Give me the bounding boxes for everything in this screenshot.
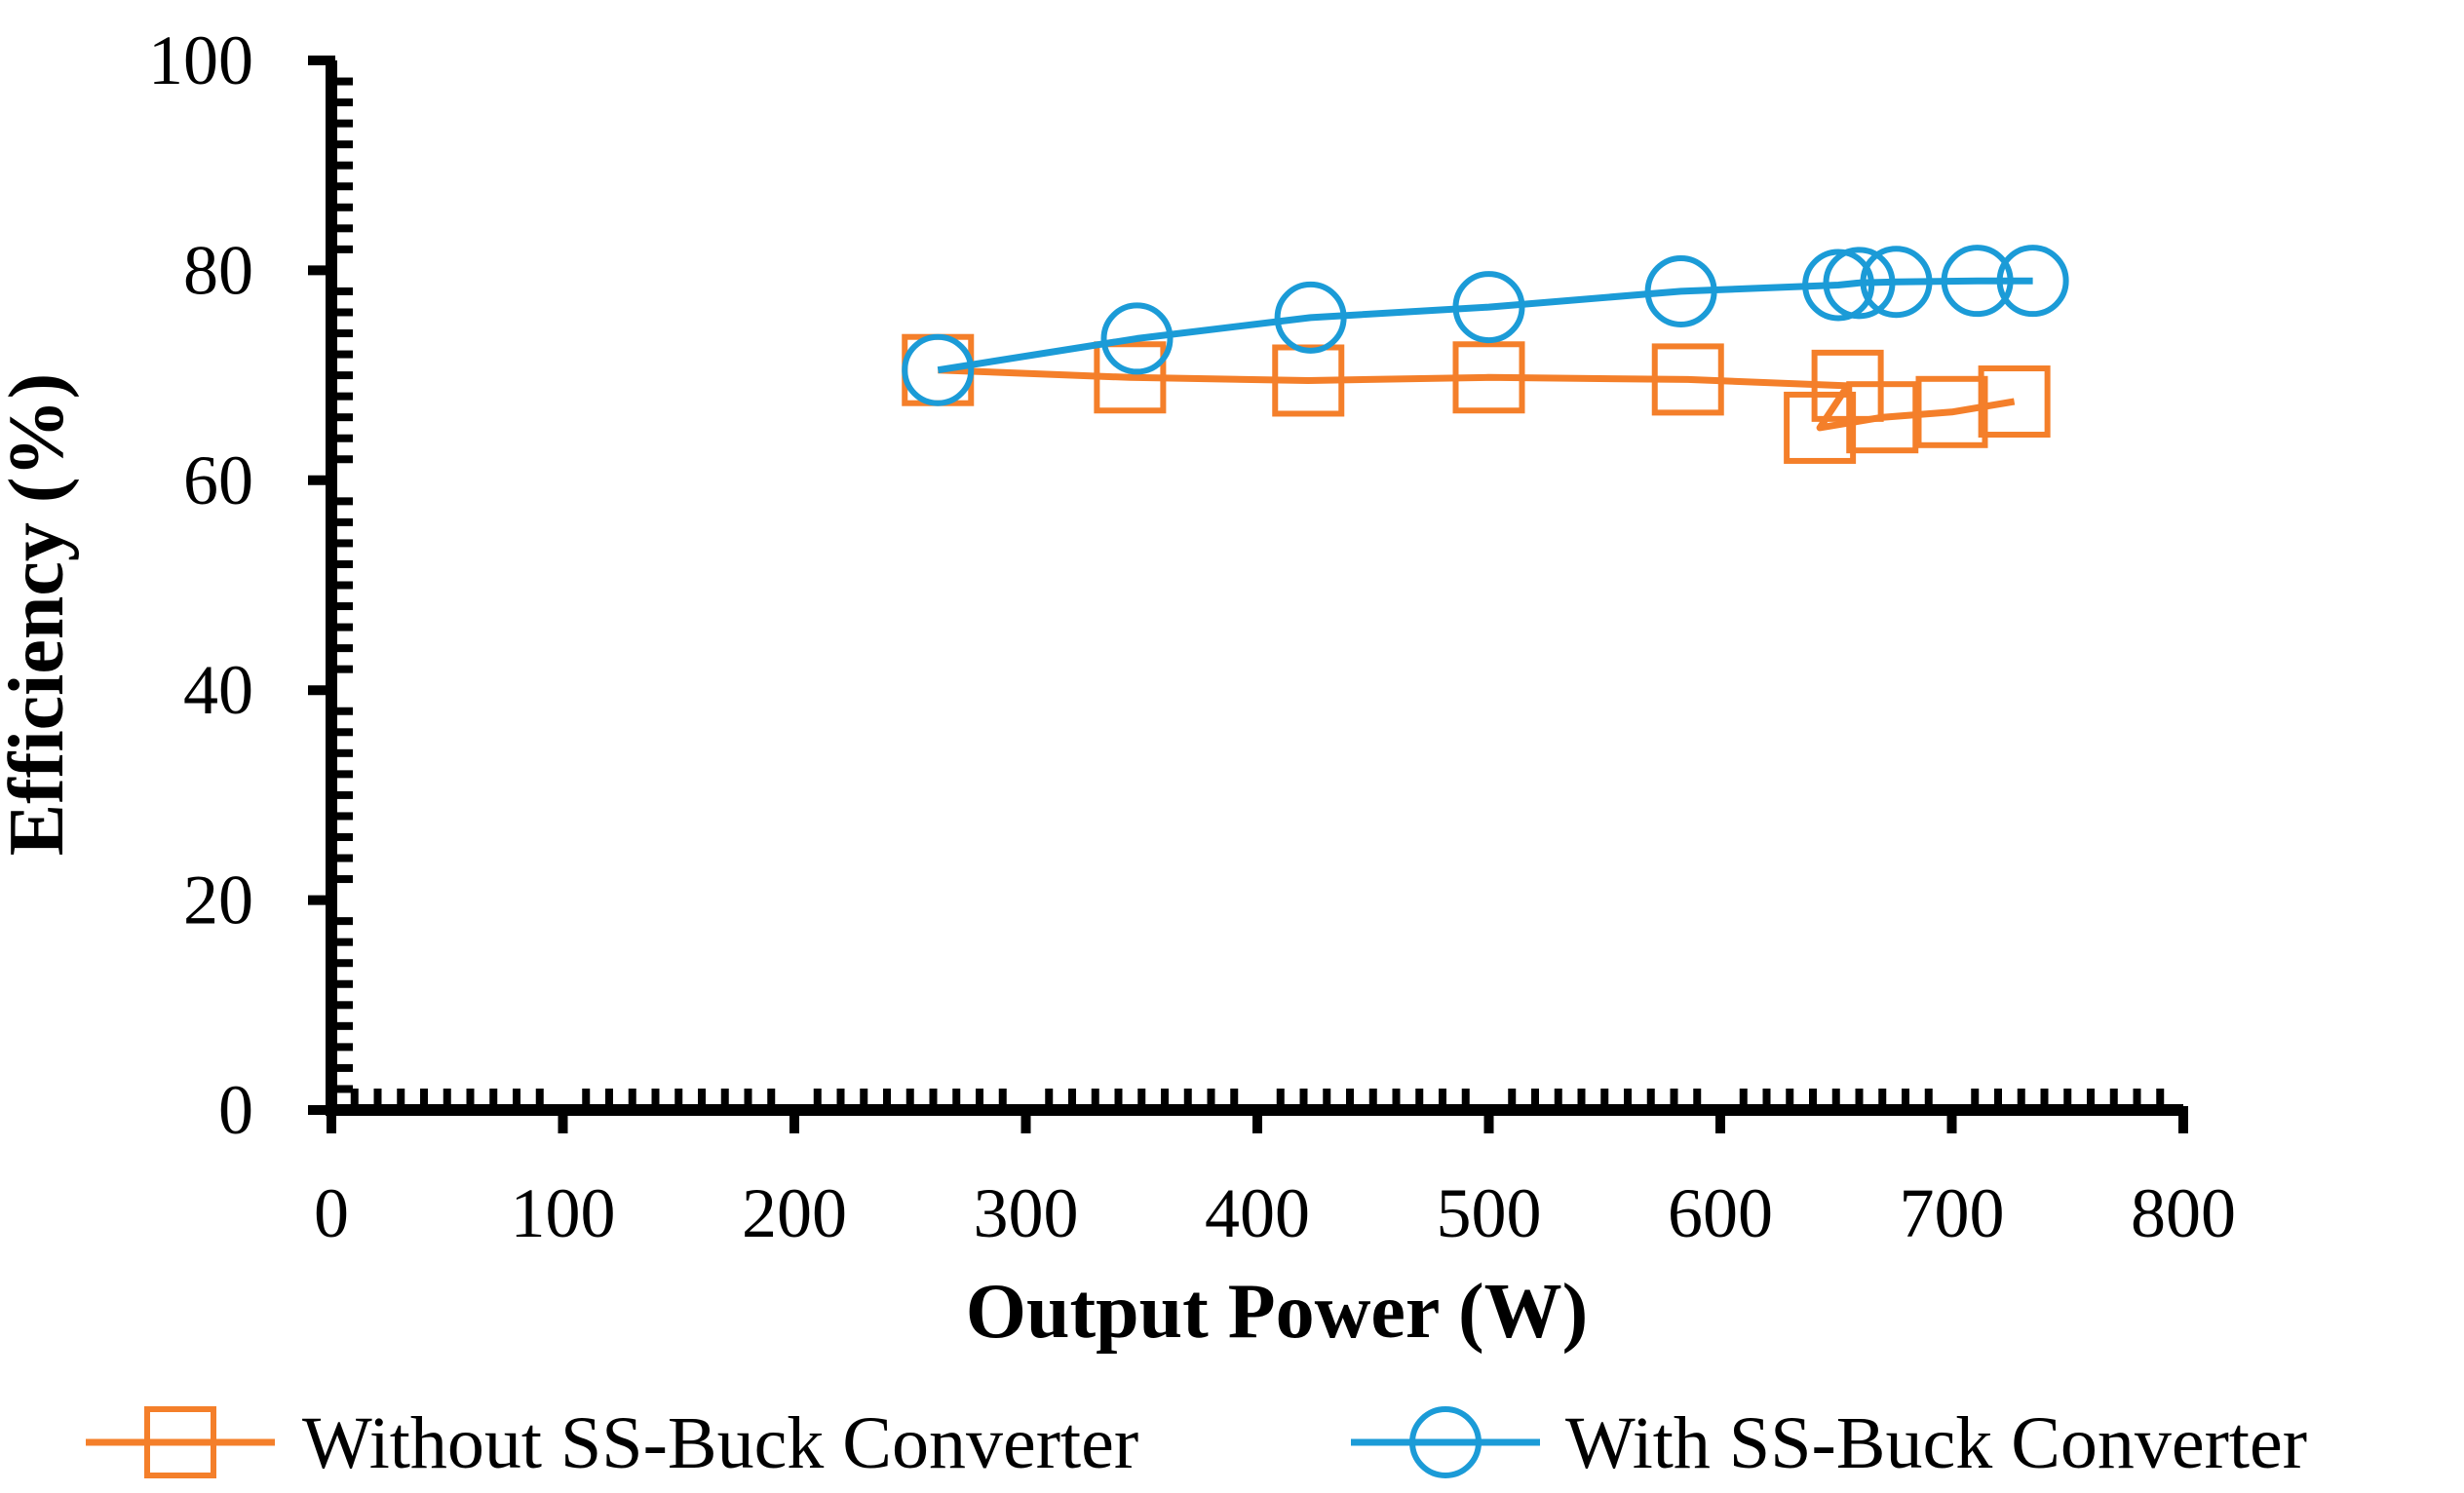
x-tick-label: 500 [1437, 1174, 1542, 1252]
y-tick-label: 60 [183, 441, 253, 519]
y-tick-label: 0 [218, 1071, 253, 1149]
data-point [1644, 254, 1717, 327]
data-point [1941, 245, 2014, 318]
x-tick-label: 400 [1205, 1174, 1310, 1252]
data-point [1100, 302, 1174, 375]
x-tick-label: 100 [511, 1174, 616, 1252]
data-point [1452, 271, 1525, 344]
y-tick-label: 40 [183, 651, 253, 729]
x-tick-label: 800 [2131, 1174, 2236, 1252]
data-point [1978, 365, 2051, 439]
x-tick-label: 200 [742, 1174, 847, 1252]
x-tick-label: 300 [974, 1174, 1079, 1252]
y-axis-title: Efficiency (%) [0, 373, 80, 856]
legend-item-with-buck: With SS-Buck Converter [1351, 1402, 2307, 1484]
data-point [1452, 341, 1525, 414]
data-point [1274, 281, 1347, 354]
data-point [1784, 391, 1857, 464]
series-without-buck [902, 333, 2051, 464]
data-point [1094, 341, 1167, 414]
y-tick-label: 80 [183, 231, 253, 309]
x-tick-label: 600 [1668, 1174, 1773, 1252]
y-tick-label: 20 [183, 861, 253, 939]
series-with-buck [902, 245, 2069, 406]
y-tick-label: 100 [148, 21, 253, 99]
data-point [1860, 246, 1933, 319]
data-point [1272, 344, 1345, 417]
legend-marker [144, 1406, 216, 1478]
legend-symbol [1351, 1406, 1540, 1478]
x-axis-title: Output Power (W) [966, 1269, 1588, 1355]
legend-item-without-buck: Without SS-Buck Converter [86, 1402, 1138, 1484]
data-point [1823, 247, 1896, 320]
data-point [1802, 249, 1875, 322]
data-point [902, 333, 975, 406]
x-tick-label: 0 [314, 1174, 349, 1252]
legend-label-without-buck: Without SS-Buck Converter [302, 1402, 1138, 1484]
legend-symbol [86, 1406, 275, 1478]
data-point [1846, 381, 1919, 454]
data-point [1651, 343, 1724, 416]
x-tick-label: 700 [1900, 1174, 2005, 1252]
legend: Without SS-Buck Converter With SS-Buck C… [86, 1402, 2307, 1484]
data-point [1996, 245, 2069, 318]
data-point [1915, 375, 1988, 448]
legend-label-with-buck: With SS-Buck Converter [1565, 1402, 2307, 1484]
series-line [937, 277, 2033, 374]
legend-marker [1409, 1406, 1482, 1478]
